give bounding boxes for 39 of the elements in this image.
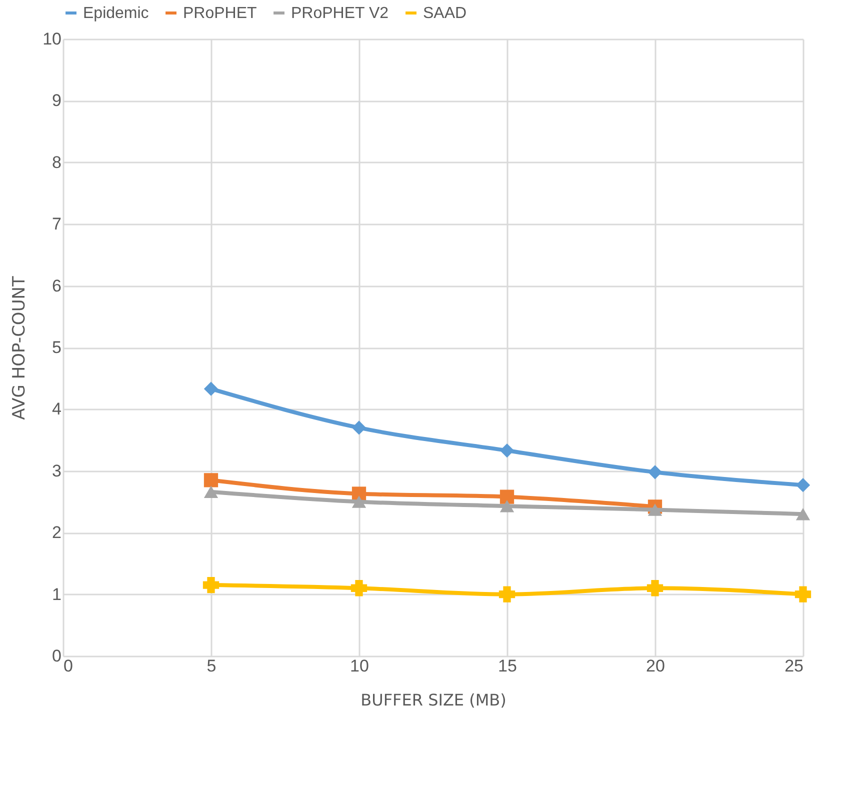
x-tick-label: 10 (350, 656, 369, 676)
legend-label: Epidemic (83, 5, 149, 22)
x-tick-label: 0 (64, 656, 73, 676)
point (796, 478, 810, 492)
y-tick-label: 2 (52, 523, 62, 542)
legend-label: PRoPHET (183, 5, 258, 22)
y-tick-label: 3 (52, 461, 62, 480)
point (204, 382, 218, 396)
y-tick-label: 8 (52, 152, 62, 172)
point (352, 420, 366, 435)
x-tick-label: 25 (784, 656, 804, 676)
point (796, 508, 810, 520)
point (350, 580, 368, 596)
point (646, 580, 664, 596)
y-tick-label: 7 (52, 214, 62, 234)
point (648, 504, 662, 516)
point (204, 486, 218, 498)
point (500, 500, 514, 512)
point (202, 576, 220, 594)
point (500, 490, 514, 504)
x-tick-label: 20 (646, 656, 665, 676)
y-tick-label: 10 (42, 30, 62, 48)
y-tick-label: 6 (52, 276, 62, 296)
point (498, 586, 516, 602)
legend-label: SAAD (423, 5, 467, 22)
y-tick-label: 5 (52, 338, 62, 357)
y-tick-label: 4 (52, 400, 62, 419)
point (352, 496, 366, 508)
point (204, 473, 218, 488)
point (794, 586, 812, 602)
legend-label: PRoPHET V2 (291, 5, 389, 22)
x-tick-label: 5 (206, 656, 216, 676)
y-tick-label: 9 (52, 91, 62, 110)
y-axis-title: AVG HOP-COUNT (10, 276, 30, 420)
x-tick-label: 15 (498, 656, 517, 676)
point (648, 465, 662, 480)
y-tick-label: 1 (52, 584, 62, 604)
point (500, 443, 514, 458)
x-axis-title: BUFFER SIZE (MB) (360, 690, 506, 710)
